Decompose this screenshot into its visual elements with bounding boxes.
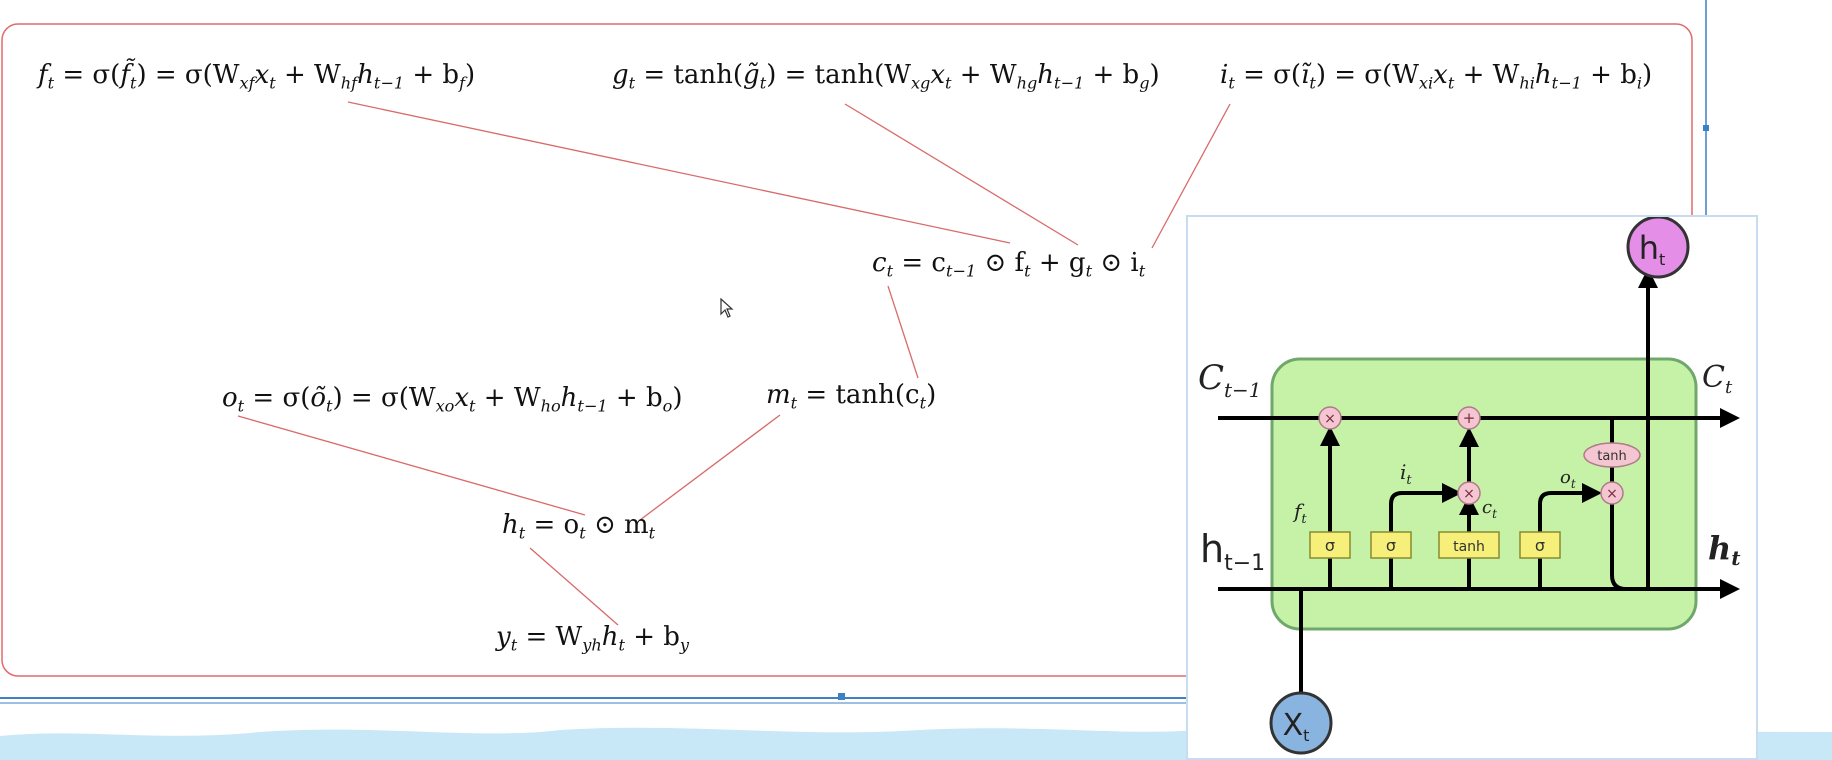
svg-text:ht: ht — [1639, 229, 1666, 269]
c-prev-label: Ct−1 — [1198, 358, 1262, 402]
forget-gate-equation: ft = σ(f̃t) = σ(Wxfxt + Whfht−1 + bf) — [38, 60, 476, 93]
svg-text:tanh: tanh — [1453, 539, 1485, 555]
label-c: ct — [1482, 497, 1497, 521]
output-sigma-box: σ — [1519, 531, 1561, 559]
svg-text:tanh: tanh — [1597, 449, 1627, 464]
cell-add-op: + — [1457, 406, 1481, 430]
connector-hidden-to-y — [529, 547, 619, 626]
resize-handle-bottom[interactable] — [838, 693, 845, 700]
svg-text:Xt: Xt — [1283, 708, 1310, 745]
svg-text:σ: σ — [1386, 536, 1396, 555]
lstm-diagram: × + × × tanh σ σ tanh — [1198, 217, 1741, 755]
resize-handle-right[interactable] — [1703, 125, 1709, 131]
output-gate-equation: ot = σ(õt) = σ(Wxoxt + Whoht−1 + bo) — [222, 383, 683, 416]
lstm-cell-body — [1270, 357, 1698, 631]
connector-output-to-hidden — [237, 415, 586, 516]
forget-sigma-box: σ — [1309, 531, 1351, 559]
hidden-state-equation: ht = ot ⊙ mt — [502, 510, 656, 543]
tanh-oval: tanh — [1583, 442, 1641, 468]
output-multiply-op: × — [1600, 481, 1624, 505]
cell-candidate-equation: gt = tanh(g̃t) = tanh(Wxgxt + Whght−1 + … — [612, 60, 1160, 93]
label-o: ot — [1560, 467, 1576, 491]
mouse-cursor-icon — [720, 298, 734, 318]
input-gate-equation: it = σ(ĩt) = σ(Wxixt + Whiht−1 + bi) — [1220, 60, 1653, 93]
h-prev-label: ht−1 — [1200, 527, 1265, 576]
connector-forget-to-cell — [347, 101, 1011, 244]
svg-text:×: × — [1324, 411, 1336, 427]
c-next-label: Ct — [1702, 360, 1733, 398]
svg-text:σ: σ — [1535, 536, 1545, 555]
connector-candidate-to-cell — [844, 103, 1079, 246]
svg-text:+: + — [1463, 409, 1476, 427]
h-next-label: ht — [1708, 529, 1741, 570]
input-multiply-op: × — [1457, 481, 1481, 505]
svg-text:×: × — [1463, 486, 1475, 502]
x-input-node: Xt — [1269, 691, 1333, 755]
memory-equation: mt = tanh(ct) — [766, 380, 937, 413]
svg-text:×: × — [1606, 486, 1618, 502]
output-equation: yt = Wyhht + by — [496, 622, 690, 655]
h-output-node: ht — [1626, 217, 1690, 279]
connector-cell-to-memory — [887, 285, 919, 379]
connector-input-to-cell — [1151, 103, 1231, 249]
input-sigma-box: σ — [1370, 531, 1412, 559]
lstm-diagram-panel: × + × × tanh σ σ tanh — [1186, 215, 1758, 760]
connector-memory-to-hidden — [639, 414, 781, 521]
forget-multiply-op: × — [1318, 406, 1342, 430]
label-i: it — [1400, 460, 1412, 488]
svg-text:σ: σ — [1325, 536, 1335, 555]
candidate-tanh-box: tanh — [1438, 531, 1500, 559]
cell-state-equation: ct = ct−1 ⊙ ft + gt ⊙ it — [872, 248, 1146, 281]
